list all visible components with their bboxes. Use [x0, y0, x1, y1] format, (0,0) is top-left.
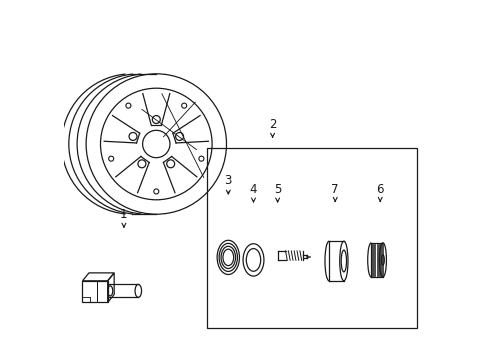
Text: 4: 4: [249, 183, 257, 196]
Text: 3: 3: [224, 174, 231, 187]
Text: 2: 2: [268, 118, 276, 131]
Text: 7: 7: [331, 183, 338, 196]
Text: 5: 5: [273, 183, 281, 196]
Bar: [206, 148, 416, 328]
Text: 6: 6: [376, 183, 383, 196]
Text: 1: 1: [120, 208, 127, 221]
